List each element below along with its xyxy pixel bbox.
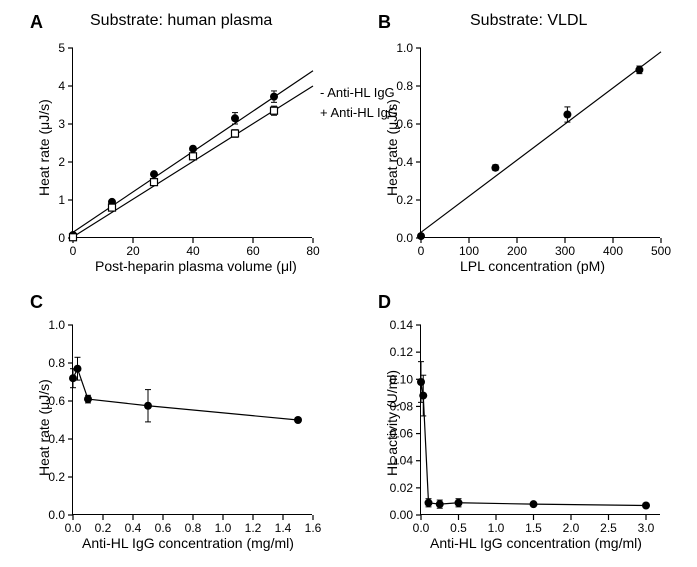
figure: A Substrate: human plasma Heat rate (μJ/… [0,0,697,567]
svg-text:0.2: 0.2 [95,521,112,535]
panel-a-label: A [30,12,43,33]
panel-a-title: Substrate: human plasma [90,12,272,30]
svg-text:2.0: 2.0 [563,521,580,535]
panel-a-plot: 020406080012345 [72,48,312,238]
panel-b-label: B [378,12,391,33]
svg-text:0.08: 0.08 [390,399,414,413]
panel-c-label: C [30,292,43,313]
panel-d-svg: 0.00.51.01.52.02.53.00.000.020.040.060.0… [421,325,661,515]
svg-text:3.0: 3.0 [638,521,655,535]
svg-text:0.5: 0.5 [450,521,467,535]
svg-text:0.8: 0.8 [396,79,413,93]
svg-text:0.00: 0.00 [390,508,414,522]
svg-text:0.12: 0.12 [390,345,414,359]
svg-text:0: 0 [58,231,65,245]
panel-c-svg: 0.00.20.40.60.81.01.21.41.60.00.20.40.60… [73,325,313,515]
svg-text:0.10: 0.10 [390,372,414,386]
svg-text:0.6: 0.6 [155,521,172,535]
svg-text:2: 2 [58,155,65,169]
panel-a-svg: 020406080012345 [73,48,313,238]
svg-text:0.14: 0.14 [390,318,414,332]
panel-b-xlabel: LPL concentration (pM) [460,258,605,274]
panel-d-plot: 0.00.51.01.52.02.53.00.000.020.040.060.0… [420,325,660,515]
svg-text:0.6: 0.6 [396,117,413,131]
svg-text:20: 20 [126,244,140,258]
svg-text:300: 300 [555,244,575,258]
svg-text:0.06: 0.06 [390,427,414,441]
svg-text:1.2: 1.2 [245,521,262,535]
svg-text:40: 40 [186,244,200,258]
svg-text:1.0: 1.0 [396,41,413,55]
svg-text:1.0: 1.0 [488,521,505,535]
svg-text:4: 4 [58,79,65,93]
svg-text:3: 3 [58,117,65,131]
svg-text:0: 0 [70,244,77,258]
svg-text:0.0: 0.0 [413,521,430,535]
panel-d-label: D [378,292,391,313]
svg-text:400: 400 [603,244,623,258]
svg-text:0.0: 0.0 [48,508,65,522]
svg-text:80: 80 [306,244,320,258]
svg-text:0.8: 0.8 [48,356,65,370]
svg-text:0.2: 0.2 [396,193,413,207]
panel-c-xlabel: Anti-HL IgG concentration (mg/ml) [82,535,294,551]
svg-text:1.0: 1.0 [215,521,232,535]
panel-b-title: Substrate: VLDL [470,12,587,30]
panel-a-xlabel: Post-heparin plasma volume (μl) [95,258,297,274]
panel-b-ylabel: Heat rate (μJ/s) [384,99,400,196]
svg-text:200: 200 [507,244,527,258]
svg-text:1: 1 [58,193,65,207]
svg-text:2.5: 2.5 [600,521,617,535]
svg-text:0.02: 0.02 [390,481,414,495]
svg-text:0.4: 0.4 [396,155,413,169]
svg-text:5: 5 [58,41,65,55]
svg-text:0.4: 0.4 [125,521,142,535]
svg-text:0.6: 0.6 [48,394,65,408]
panel-d-xlabel: Anti-HL IgG concentration (mg/ml) [430,535,642,551]
svg-text:0.04: 0.04 [390,454,414,468]
svg-text:100: 100 [459,244,479,258]
svg-text:0: 0 [418,244,425,258]
panel-b-svg: 01002003004005000.00.20.40.60.81.0 [421,48,661,238]
svg-text:1.0: 1.0 [48,318,65,332]
svg-text:0.8: 0.8 [185,521,202,535]
panel-b-plot: 01002003004005000.00.20.40.60.81.0 [420,48,660,238]
svg-text:0.4: 0.4 [48,432,65,446]
svg-text:1.5: 1.5 [525,521,542,535]
svg-text:500: 500 [651,244,671,258]
panel-a-ylabel: Heat rate (μJ/s) [36,99,52,196]
svg-text:1.6: 1.6 [305,521,322,535]
svg-text:1.4: 1.4 [275,521,292,535]
svg-text:0.2: 0.2 [48,470,65,484]
svg-text:60: 60 [246,244,260,258]
panel-c-plot: 0.00.20.40.60.81.01.21.41.60.00.20.40.60… [72,325,312,515]
panel-a-legend-1: - Anti-HL IgG [320,85,395,100]
svg-text:0.0: 0.0 [65,521,82,535]
svg-text:0.0: 0.0 [396,231,413,245]
